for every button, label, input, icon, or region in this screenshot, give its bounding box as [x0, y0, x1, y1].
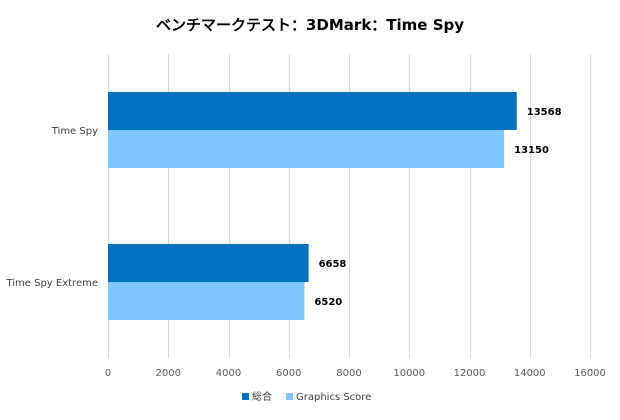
x-tick-label: 12000	[454, 368, 486, 379]
x-tick-label: 16000	[574, 368, 606, 379]
bar	[108, 130, 505, 168]
bars	[108, 92, 517, 320]
legend: 総合 Graphics Score	[242, 390, 371, 403]
legend-swatch	[242, 393, 249, 400]
data-label: 6520	[314, 297, 342, 308]
legend-swatch	[286, 393, 293, 400]
bar	[108, 244, 309, 282]
category-label: Time Spy Extreme	[5, 278, 98, 289]
data-label: 13150	[514, 145, 549, 156]
x-tick-label: 10000	[393, 368, 425, 379]
category-label: Time Spy	[51, 126, 98, 137]
y-axis-categories: Time Spy Time Spy Extreme	[5, 126, 98, 289]
data-labels: 13568 13150 6658 6520	[314, 107, 561, 308]
x-tick-label: 0	[105, 368, 111, 379]
x-tick-label: 6000	[276, 368, 301, 379]
legend-label: 総合	[252, 390, 272, 403]
x-axis-ticks: 0 2000 4000 6000 8000 10000 12000 14000 16000	[105, 368, 606, 379]
bar	[108, 92, 517, 130]
x-tick-label: 14000	[514, 368, 546, 379]
x-tick-label: 4000	[216, 368, 241, 379]
x-tick-label: 2000	[156, 368, 181, 379]
x-tick-label: 8000	[336, 368, 361, 379]
data-label: 6658	[319, 259, 347, 270]
legend-label: Graphics Score	[296, 392, 371, 403]
bar	[108, 282, 305, 320]
chart-title: ベンチマークテスト：3DMark：Time Spy	[156, 16, 464, 34]
data-label: 13568	[527, 107, 562, 118]
